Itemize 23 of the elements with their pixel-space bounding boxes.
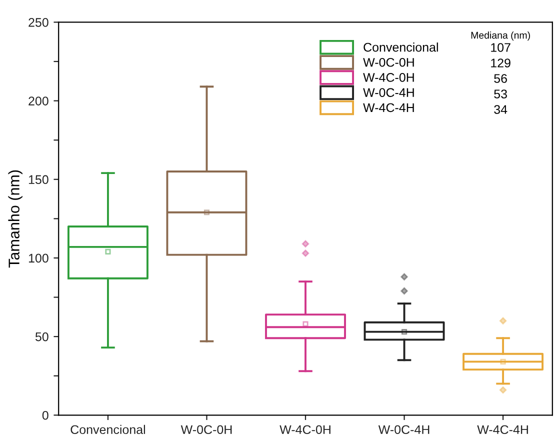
text: 56 <box>494 74 507 83</box>
legend-title: Mediana (nm) <box>471 32 530 41</box>
y-axis-title: Tamanho (nm) <box>8 170 22 268</box>
x-tick-label: W-0C-4H <box>378 425 430 434</box>
y-tick-label: 0 <box>42 410 48 420</box>
x-tick-label: W-4C-0H <box>280 425 330 434</box>
x-tick-label: Convencional <box>70 424 146 434</box>
y-tick-label: 100 <box>28 254 48 263</box>
y-tick-label: 200 <box>28 96 48 106</box>
y-tick-label: 50 <box>35 332 48 342</box>
x-tick-label: W-0C-0H <box>180 425 232 434</box>
y-tick-label: 150 <box>28 175 48 184</box>
legend-label: W-4C-0H <box>363 73 414 82</box>
legend-label: W-0C-0H <box>363 58 414 67</box>
text: 129 <box>491 58 510 68</box>
text: 34 <box>494 105 508 114</box>
text: 53 <box>494 90 507 98</box>
text: 107 <box>491 43 510 52</box>
legend-label: W-0C-4H <box>363 88 414 97</box>
legend-label: W-4C-4H <box>363 103 414 112</box>
y-tick-label: 250 <box>28 18 48 27</box>
legend-label: Convencional <box>364 42 438 52</box>
x-tick-label: W-4C-4H <box>477 425 528 434</box>
